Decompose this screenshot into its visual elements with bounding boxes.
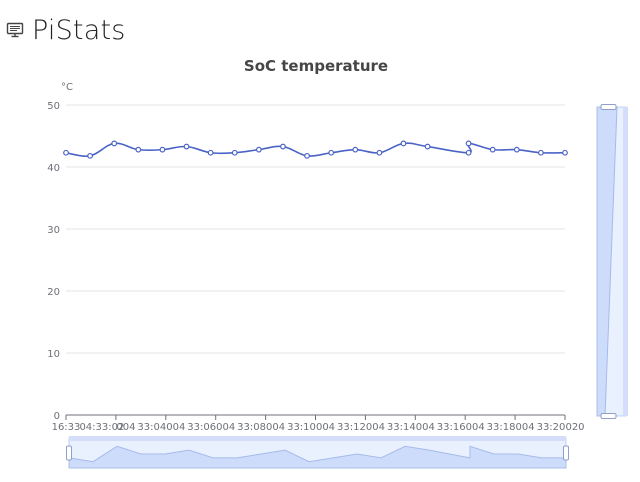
y-tick-label: 30 — [47, 225, 60, 236]
y-tick-label: 40 — [47, 163, 60, 174]
x-data-zoom-slider[interactable] — [66, 436, 569, 469]
data-point[interactable] — [183, 143, 190, 150]
data-point[interactable] — [513, 146, 520, 153]
x-tick-label: 33:06 — [187, 422, 216, 433]
x-tick-label: 33:16 — [437, 422, 466, 433]
data-point[interactable] — [87, 152, 94, 159]
x-tick-label: 33:10 — [287, 422, 316, 433]
x-tick-label: 004 — [266, 422, 285, 433]
y-tick-label: 0 — [54, 411, 60, 422]
data-point[interactable] — [376, 149, 383, 156]
monitor-icon — [6, 22, 24, 38]
y-zoom-handle-bottom[interactable] — [600, 413, 617, 419]
series-layer — [65, 142, 566, 158]
data-point[interactable] — [135, 146, 142, 153]
x-tick-label: 33:08 — [237, 422, 266, 433]
data-point[interactable] — [352, 146, 359, 153]
x-tick-label: 004 — [116, 422, 135, 433]
x-tick-label: 004 — [516, 422, 535, 433]
x-zoom-window[interactable] — [69, 438, 566, 468]
data-point[interactable] — [489, 146, 496, 153]
data-point[interactable] — [465, 140, 472, 147]
data-point[interactable] — [280, 143, 286, 150]
x-tick-label: 04:33:02 — [79, 422, 124, 433]
data-point[interactable] — [424, 143, 431, 150]
x-tick-label: 33:12 — [337, 422, 366, 433]
x-tick-label: 004 — [366, 422, 385, 433]
x-tick-label: 33:04 — [137, 422, 166, 433]
data-point[interactable] — [111, 140, 118, 147]
x-tick-label: 33:18 — [487, 422, 516, 433]
chart-title: SoC temperature — [244, 57, 388, 75]
x-zoom-move-bar[interactable] — [69, 436, 566, 441]
y-zoom-handle-top[interactable] — [600, 104, 617, 110]
y-data-zoom-slider[interactable] — [596, 104, 628, 419]
x-tick-label: 004 — [466, 422, 485, 433]
data-point[interactable] — [304, 152, 310, 159]
series-line — [65, 142, 566, 158]
data-point[interactable] — [63, 149, 69, 156]
y-tick-label: 20 — [47, 287, 60, 298]
data-points — [63, 140, 568, 159]
data-point[interactable] — [231, 149, 238, 156]
x-tick-label: 020 — [565, 422, 584, 433]
x-tick-label: 33:20 — [537, 422, 566, 433]
data-point[interactable] — [537, 149, 544, 156]
app-header: PiStats — [6, 12, 126, 48]
x-tick-label: 004 — [316, 422, 335, 433]
x-tick-label: 004 — [416, 422, 435, 433]
x-tick-label: 004 — [166, 422, 185, 433]
data-point[interactable] — [562, 149, 568, 156]
data-point[interactable] — [465, 149, 472, 156]
x-tick-label: 16:33 — [52, 422, 81, 433]
data-point[interactable] — [255, 146, 262, 153]
y-zoom-window[interactable] — [597, 107, 626, 416]
x-zoom-handle-left[interactable] — [66, 445, 72, 461]
y-axis-ticks: 0 10 20 30 40 50 — [47, 101, 60, 422]
grid-lines — [66, 104, 565, 354]
data-point[interactable] — [400, 140, 407, 147]
data-point[interactable] — [207, 149, 214, 156]
y-zoom-move-bar[interactable] — [623, 107, 628, 416]
data-point[interactable] — [328, 149, 335, 156]
x-zoom-handle-right[interactable] — [563, 445, 569, 461]
app-title: PiStats — [32, 14, 126, 46]
y-tick-label: 10 — [47, 349, 60, 360]
x-tick-label: 004 — [216, 422, 235, 433]
x-zoom-preview — [68, 445, 567, 469]
x-tick-label: 33:14 — [387, 422, 416, 433]
y-tick-label: 50 — [47, 101, 60, 112]
y-axis-unit: °C — [61, 82, 73, 93]
data-point[interactable] — [159, 146, 166, 153]
